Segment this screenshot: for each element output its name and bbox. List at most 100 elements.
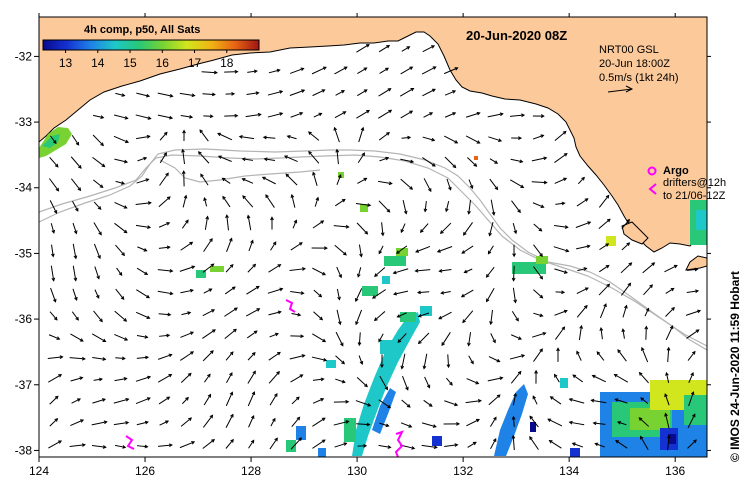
current-arrow-head bbox=[592, 421, 597, 426]
current-arrow-head bbox=[649, 284, 653, 289]
current-arrow bbox=[263, 136, 276, 139]
current-arrow-head bbox=[169, 291, 174, 296]
current-arrow bbox=[490, 438, 497, 450]
current-arrow bbox=[218, 155, 232, 162]
current-arrow bbox=[444, 400, 458, 406]
current-arrow bbox=[374, 311, 386, 321]
current-arrow bbox=[576, 351, 582, 361]
current-arrow bbox=[246, 330, 258, 339]
current-arrow bbox=[262, 176, 276, 185]
current-arrow-head bbox=[454, 402, 459, 407]
current-arrow-head bbox=[359, 360, 364, 365]
current-arrow bbox=[510, 371, 522, 384]
current-arrow-head bbox=[321, 439, 326, 443]
current-arrow-head bbox=[147, 201, 152, 205]
current-arrow bbox=[313, 112, 322, 118]
current-arrow-head bbox=[363, 89, 368, 93]
current-arrow bbox=[415, 269, 431, 272]
current-arrow-head bbox=[651, 262, 656, 266]
current-arrow bbox=[599, 303, 607, 319]
current-arrow-head bbox=[473, 163, 478, 167]
current-arrow-head bbox=[146, 315, 151, 319]
current-arrow-head bbox=[54, 395, 59, 400]
current-arrow-head bbox=[431, 88, 436, 93]
current-arrow bbox=[378, 333, 384, 342]
y-tick-label: -37 bbox=[15, 378, 33, 392]
current-arrow-head bbox=[322, 66, 327, 71]
current-arrow-head bbox=[400, 365, 405, 370]
x-tick-label: 130 bbox=[347, 464, 367, 478]
y-tick-label: -38 bbox=[15, 443, 33, 457]
colorbar-ticks: 13 14 15 16 17 18 bbox=[59, 50, 234, 70]
current-arrow-head bbox=[256, 308, 261, 312]
y-axis: -32 -33 -34 -35 -36 -37 -38 bbox=[15, 49, 711, 457]
current-arrow bbox=[202, 350, 214, 362]
current-arrow-head bbox=[429, 112, 434, 116]
current-arrow-head bbox=[78, 165, 82, 169]
current-arrow-head bbox=[469, 185, 474, 190]
current-arrow-head bbox=[167, 312, 172, 317]
current-arrow bbox=[248, 240, 254, 252]
current-arrow-head bbox=[299, 374, 304, 378]
current-arrow-head bbox=[81, 356, 86, 361]
current-arrow bbox=[640, 397, 649, 405]
current-arrow-head bbox=[386, 132, 390, 136]
colorbar-tick-label: 14 bbox=[91, 56, 105, 70]
current-arrow bbox=[290, 242, 303, 251]
current-arrow-head bbox=[355, 298, 359, 303]
current-arrow bbox=[333, 420, 349, 426]
current-arrow bbox=[444, 135, 458, 144]
current-arrow-head bbox=[143, 248, 148, 252]
current-arrow bbox=[179, 92, 195, 97]
current-arrow bbox=[222, 177, 231, 184]
current-arrow bbox=[554, 224, 568, 228]
current-arrow bbox=[268, 69, 280, 74]
current-arrow-head bbox=[209, 114, 214, 119]
current-arrow bbox=[397, 333, 407, 343]
current-arrow-head bbox=[286, 135, 291, 139]
current-arrow bbox=[554, 268, 568, 274]
current-arrow-head bbox=[444, 208, 449, 213]
current-arrow-head bbox=[190, 331, 195, 335]
current-arrow-head bbox=[191, 265, 196, 270]
current-arrow-head bbox=[301, 267, 306, 271]
current-arrow-head bbox=[301, 89, 306, 93]
current-arrow-head bbox=[187, 311, 192, 315]
current-arrow-head bbox=[341, 379, 346, 384]
current-arrow bbox=[181, 219, 189, 229]
current-arrow-head bbox=[397, 339, 402, 343]
current-arrow bbox=[599, 265, 610, 273]
current-arrow-head bbox=[690, 391, 695, 396]
current-arrow-head bbox=[300, 334, 305, 339]
y-tick-label: -33 bbox=[15, 115, 33, 129]
current-arrow bbox=[180, 351, 194, 361]
current-arrow bbox=[334, 127, 340, 143]
current-arrow bbox=[423, 353, 428, 369]
current-arrow bbox=[335, 378, 346, 383]
current-arrow-head bbox=[99, 318, 103, 323]
current-arrow bbox=[512, 287, 517, 303]
current-arrow-head bbox=[97, 255, 101, 260]
current-arrow bbox=[269, 437, 278, 450]
current-arrow-head bbox=[168, 443, 173, 448]
current-scale-label: 0.5m/s (1kt 24h) bbox=[599, 72, 678, 84]
current-arrow bbox=[157, 290, 173, 295]
current-arrow-head bbox=[640, 397, 644, 401]
current-arrow bbox=[686, 329, 700, 339]
current-arrow-head bbox=[561, 326, 566, 331]
current-arrow bbox=[69, 444, 85, 447]
current-arrow-head bbox=[98, 377, 104, 382]
current-arrow-head bbox=[693, 439, 697, 444]
current-arrow-head bbox=[475, 380, 480, 385]
current-arrow-head bbox=[211, 92, 216, 97]
current-arrow-head bbox=[380, 232, 385, 237]
current-arrow bbox=[576, 305, 588, 318]
current-arrow-head bbox=[79, 376, 84, 381]
current-arrow-head bbox=[417, 340, 422, 345]
argo-symbol bbox=[647, 166, 657, 176]
current-arrow-head bbox=[118, 272, 123, 277]
current-arrow bbox=[665, 307, 675, 317]
current-arrow bbox=[70, 178, 81, 191]
current-arrow-head bbox=[539, 294, 544, 299]
current-arrow bbox=[547, 418, 563, 427]
